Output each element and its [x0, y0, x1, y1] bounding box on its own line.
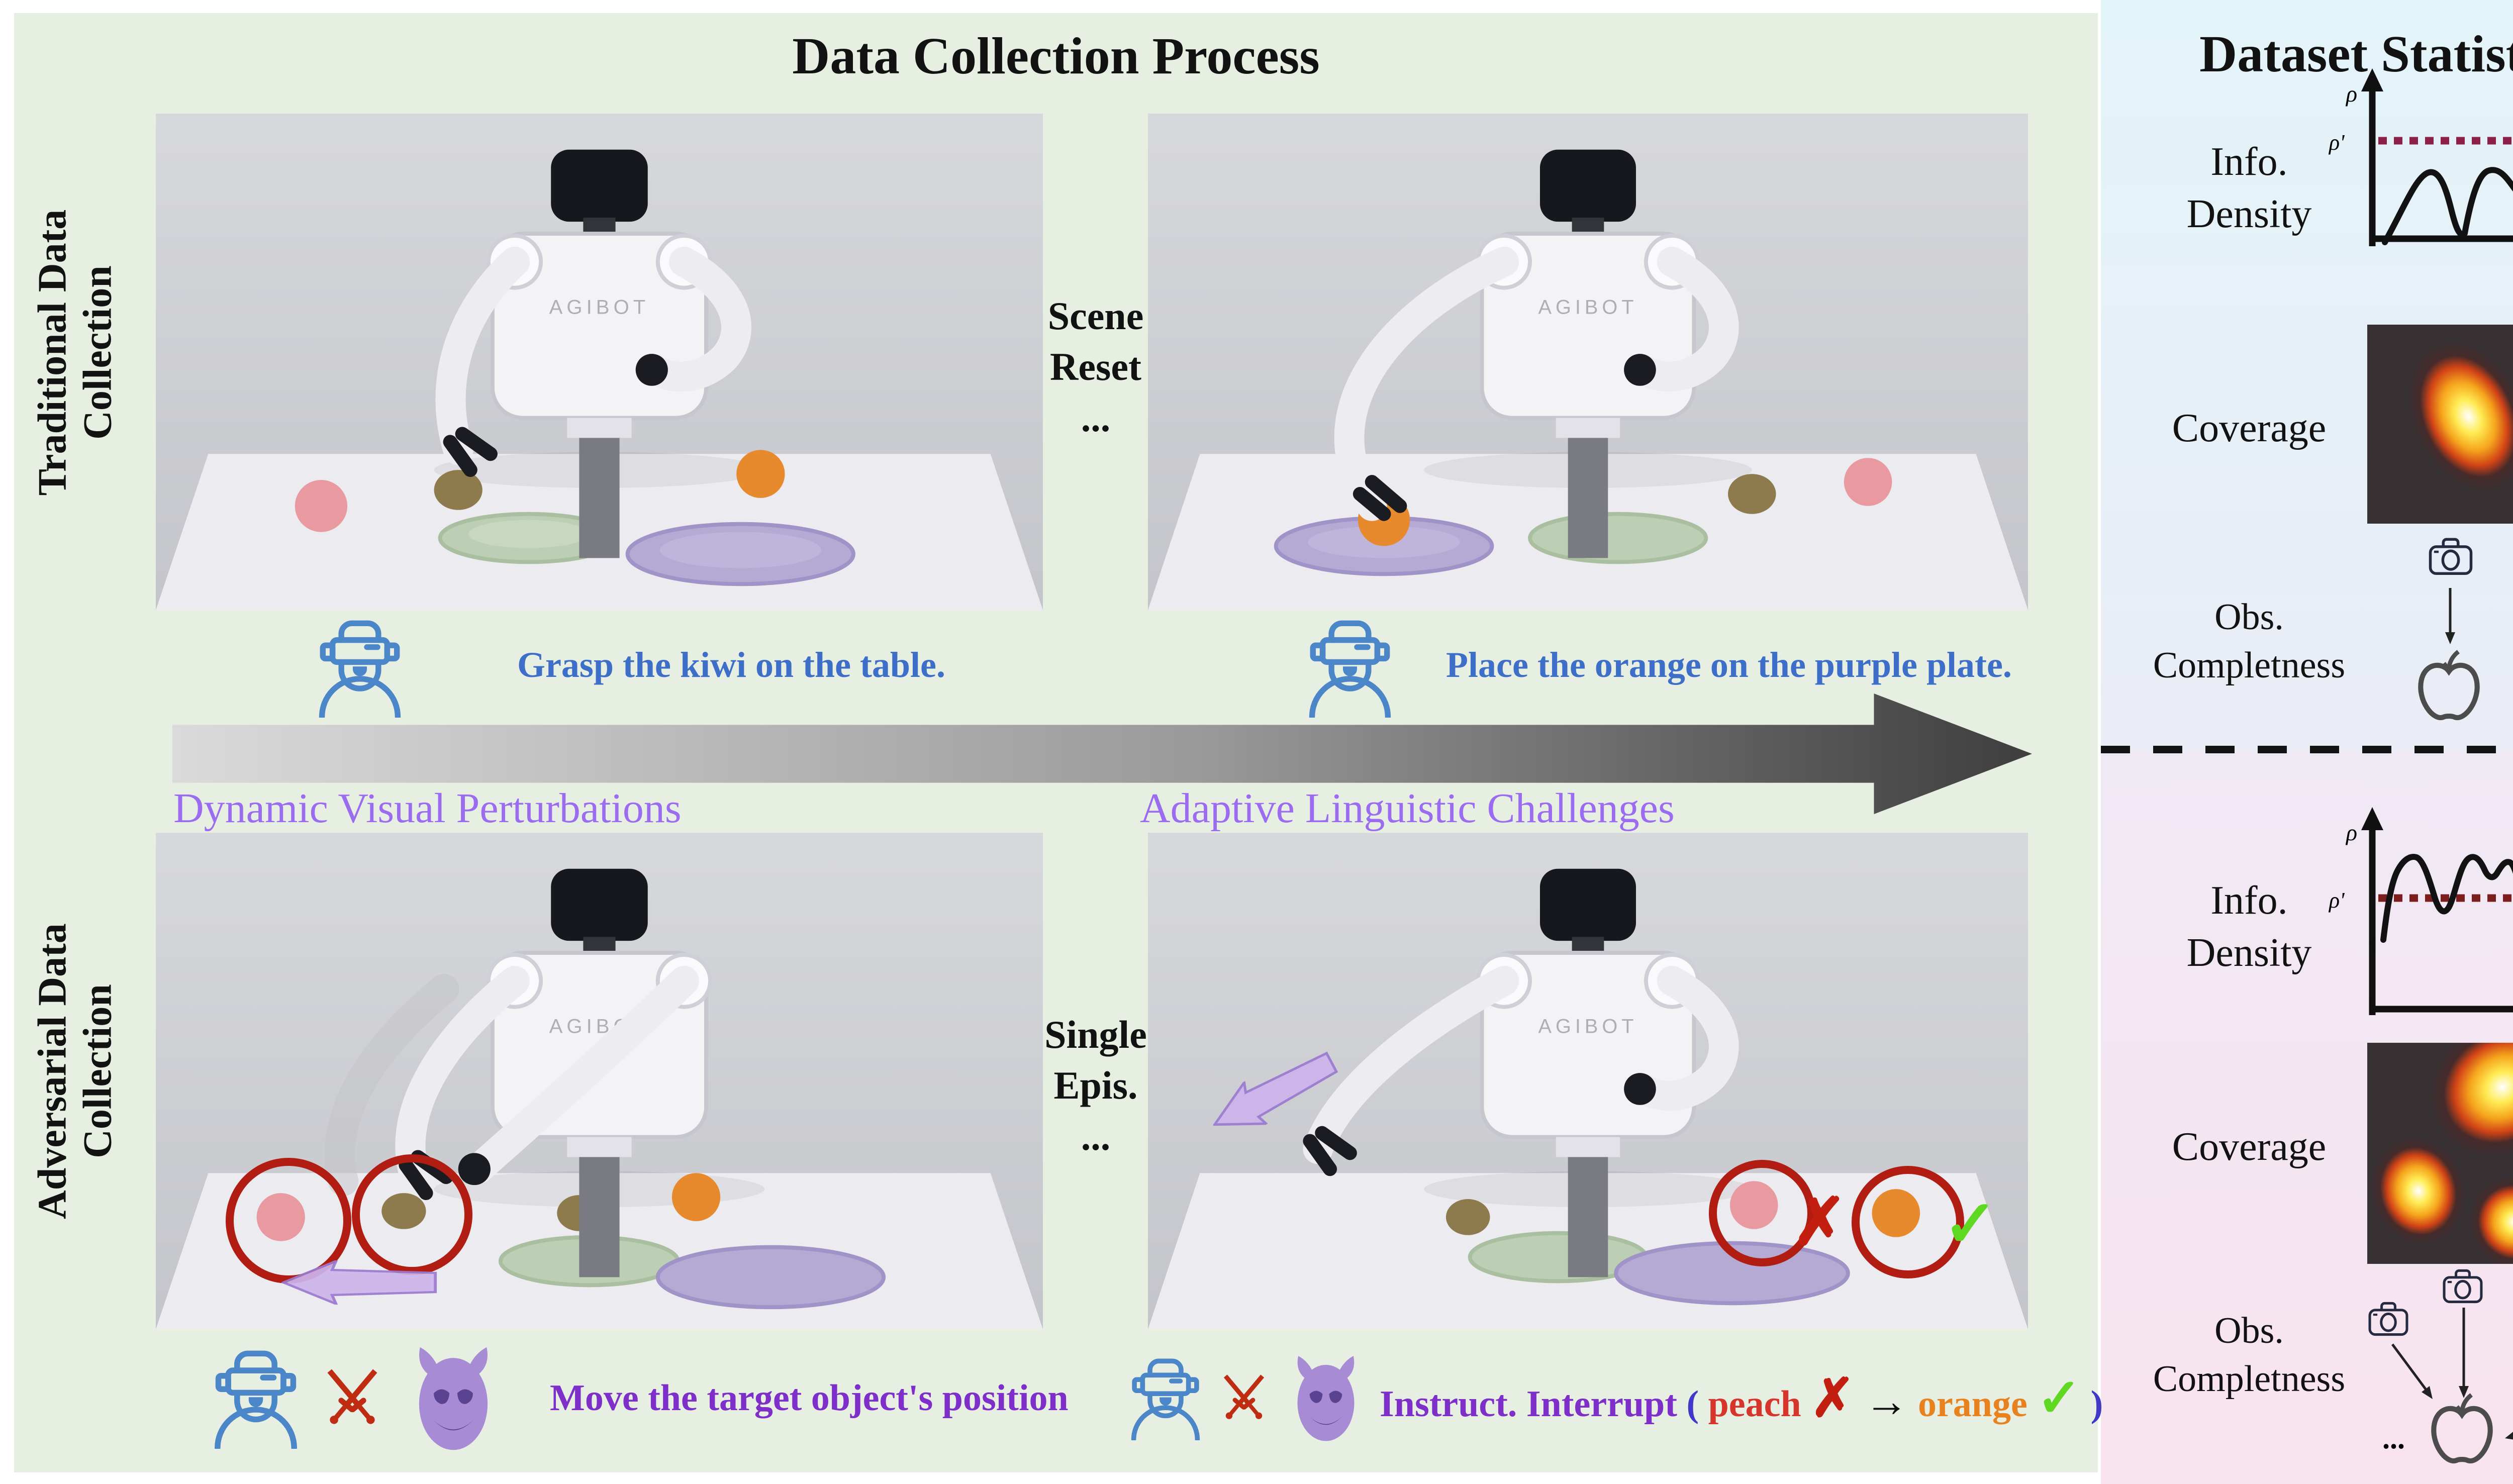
single-episode-label: Single Epis. ...	[1036, 1009, 1155, 1162]
label-obs-top: Obs. Completness	[2136, 593, 2362, 689]
word-peach: peach	[1708, 1383, 1801, 1425]
vr-operator-icon	[1131, 1358, 1200, 1440]
coverage-heatmap-adversarial	[2367, 1043, 2513, 1264]
info-line1: Info.	[2210, 140, 2288, 184]
instruction-grasp: Grasp the kiwi on the table.	[517, 645, 946, 685]
info-line2: Density	[2186, 931, 2312, 975]
photo-traditional-grasp	[156, 114, 1043, 610]
info-density-plot-traditional: ρ ρ' t	[2328, 68, 2513, 246]
photo-traditional-place	[1148, 114, 2028, 610]
label-obs-bottom: Obs. Completness	[2136, 1307, 2362, 1403]
header-linguistic-challenges: Adaptive Linguistic Challenges	[1140, 785, 1675, 832]
devil-icon	[419, 1347, 488, 1450]
title-dataset-statistics: Dataset Statistics	[2199, 25, 2513, 83]
obs-line1: Obs.	[2214, 1310, 2284, 1351]
perturbation-arrow-left	[281, 1260, 437, 1305]
rho-label: ρ	[2345, 81, 2357, 107]
header-visual-perturbations: Dynamic Visual Perturbations	[173, 785, 682, 832]
word-orange: orange	[1917, 1383, 2027, 1425]
scene-reset-label: Scene Reset ...	[1036, 290, 1155, 443]
vr-operator-icon	[1309, 620, 1391, 718]
adversarial-instruction-row-linguistic: Instruct. Interrupt ( peach ✗ → orange ✓…	[1128, 1338, 2103, 1458]
instruction-place: Place the orange on the purple plate.	[1446, 645, 2012, 685]
scene-reset-ellipsis: ...	[1081, 395, 1111, 440]
title-data-collection: Data Collection Process	[792, 27, 1320, 85]
paren-close: )	[2090, 1383, 2103, 1425]
cross-glyph: ✗	[1810, 1369, 1855, 1428]
scene-reset-line1: Scene	[1047, 294, 1144, 338]
single-epis-line2: Epis.	[1053, 1063, 1138, 1108]
cross-overlay: ✗	[1792, 1186, 1847, 1259]
label-info-density-top: Info. Density	[2136, 136, 2362, 240]
obs-line1: Obs.	[2214, 597, 2284, 638]
obs-line2: Completness	[2153, 1358, 2346, 1400]
scene-reset-line2: Reset	[1050, 345, 1141, 389]
obs-line2: Completness	[2153, 645, 2346, 686]
obs-completeness-graphic-adversarial: ...	[2332, 1261, 2513, 1482]
coverage-heatmap-traditional	[2367, 325, 2513, 524]
check-overlay: ✓	[1943, 1189, 1998, 1261]
row-label-traditional-line2: Collection	[75, 265, 120, 440]
instruction-interrupt-text: Instruct. Interrupt	[1380, 1383, 1677, 1425]
arrow-glyph: →	[1864, 1377, 1909, 1426]
check-glyph: ✓	[2037, 1369, 2082, 1428]
adversarial-instruction-row-visual: Move the target object's position	[211, 1338, 1069, 1458]
info-line1: Info.	[2210, 878, 2288, 923]
single-epis-ellipsis: ...	[1081, 1114, 1111, 1158]
label-coverage-top: Coverage	[2172, 406, 2327, 450]
crossed-swords-icon	[327, 1369, 377, 1424]
vr-operator-icon	[215, 1350, 297, 1449]
single-epis-line1: Single	[1044, 1013, 1147, 1056]
rho-prime-label: ρ'	[2328, 888, 2345, 913]
dashed-divider	[2101, 746, 2513, 753]
info-density-plot-adversarial: ρ ρ' t	[2328, 807, 2513, 1015]
info-line2: Density	[2186, 192, 2312, 236]
vr-operator-icon	[319, 620, 401, 718]
label-coverage-bottom: Coverage	[2172, 1125, 2327, 1169]
obs-completeness-graphic-traditional	[2362, 528, 2513, 729]
row-label-traditional-line1: Traditional Data	[30, 209, 75, 496]
obs-ellipsis: ...	[2382, 1422, 2405, 1455]
row-label-adversarial: Adversarial Data Collection	[30, 795, 120, 1348]
rho-prime-label: ρ'	[2328, 130, 2345, 155]
target-circle-kiwi	[352, 1154, 472, 1275]
instruction-interrupt-line: Instruct. Interrupt ( peach ✗ → orange ✓…	[1380, 1367, 2103, 1429]
crossed-swords-icon	[1223, 1374, 1265, 1419]
row-label-traditional: Traditional Data Collection	[30, 76, 120, 629]
rho-label: ρ	[2345, 820, 2357, 845]
instruction-move: Move the target object's position	[550, 1377, 1069, 1419]
devil-icon	[1297, 1356, 1355, 1441]
row-label-adversarial-line2: Collection	[75, 984, 120, 1158]
row-label-adversarial-line1: Adversarial Data	[30, 923, 75, 1219]
paren-open: (	[1686, 1383, 1699, 1425]
label-info-density-bottom: Info. Density	[2136, 874, 2362, 979]
